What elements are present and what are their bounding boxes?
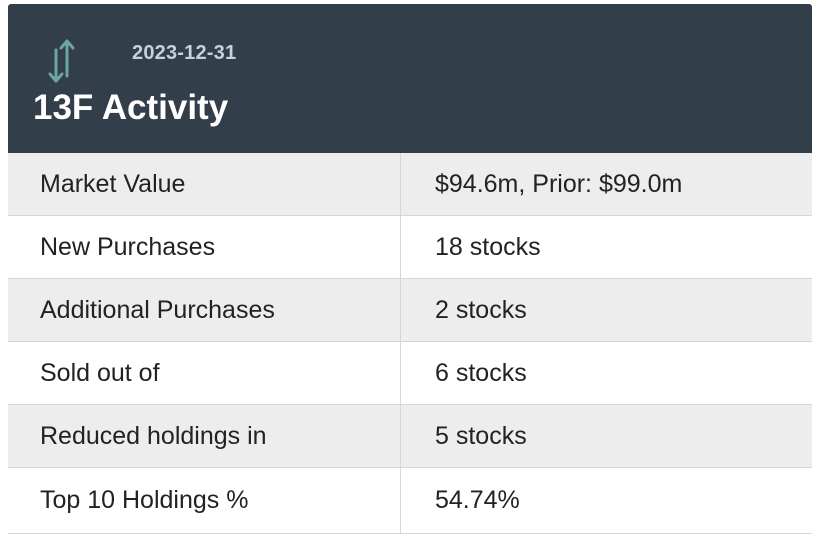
activity-card: 2023-12-31 13F Activity Market Value $94…	[8, 4, 812, 536]
row-value: 2 stocks	[435, 295, 527, 324]
row-label: Market Value	[8, 153, 401, 215]
row-value: 6 stocks	[435, 358, 527, 387]
row-value: $94.6m, Prior: $99.0m	[435, 169, 683, 198]
row-label: Additional Purchases	[8, 279, 401, 341]
table-row-additional-purchases: Additional Purchases 2 stocks	[8, 279, 812, 342]
card-title: 13F Activity	[33, 88, 229, 127]
row-value: 5 stocks	[435, 421, 527, 450]
card-header: 2023-12-31 13F Activity	[8, 4, 812, 153]
table-row-reduced-holdings: Reduced holdings in 5 stocks	[8, 405, 812, 468]
row-value: 54.74%	[435, 486, 520, 514]
table-row-new-purchases: New Purchases 18 stocks	[8, 216, 812, 279]
row-value: 18 stocks	[435, 232, 541, 261]
report-date: 2023-12-31	[132, 42, 237, 64]
activity-table: Market Value $94.6m, Prior: $99.0m New P…	[8, 153, 812, 534]
row-label: Sold out of	[8, 342, 401, 404]
table-row-sold-out: Sold out of 6 stocks	[8, 342, 812, 405]
table-row-top-10-holdings: Top 10 Holdings % 54.74%	[8, 468, 812, 534]
row-label: Top 10 Holdings %	[8, 468, 401, 533]
table-row-market-value: Market Value $94.6m, Prior: $99.0m	[8, 153, 812, 216]
row-label: New Purchases	[8, 216, 401, 278]
row-label: Reduced holdings in	[8, 405, 401, 467]
up-down-arrows-icon	[48, 39, 75, 83]
